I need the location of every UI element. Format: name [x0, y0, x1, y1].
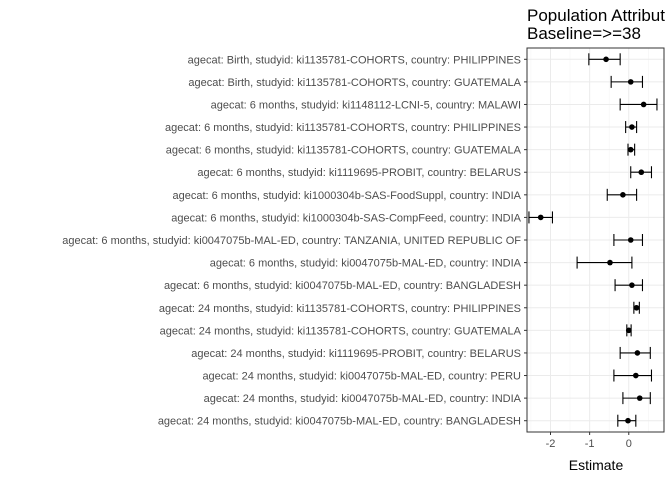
- row-label: agecat: 6 months, studyid: ki1000304b-SA…: [171, 212, 521, 224]
- row-label: agecat: 6 months, studyid: ki0047075b-MA…: [210, 258, 522, 270]
- row-label: agecat: 24 months, studyid: ki0047075b-M…: [202, 371, 521, 383]
- row-label: agecat: 6 months, studyid: ki0047075b-MA…: [164, 280, 521, 292]
- x-axis-title: Estimate: [569, 457, 624, 473]
- estimate-row: [617, 414, 637, 427]
- row-label: agecat: 24 months, studyid: ki0047075b-M…: [158, 416, 521, 428]
- estimate-row: [622, 392, 651, 405]
- estimate-point: [627, 237, 634, 243]
- estimate-point: [629, 282, 635, 288]
- row-label: agecat: Birth, studyid: ki1135781-COHORT…: [188, 54, 521, 66]
- estimate-point: [629, 124, 635, 130]
- estimate-point: [625, 327, 632, 334]
- x-tick-label: -1: [585, 438, 595, 450]
- row-label: agecat: 24 months, studyid: ki1119695-PR…: [191, 348, 521, 360]
- estimate-point: [638, 169, 645, 176]
- row-label: agecat: 6 months, studyid: ki0047075b-MA…: [62, 235, 521, 247]
- row-label: agecat: 6 months, studyid: ki1000304b-SA…: [172, 190, 521, 202]
- estimate-row: [576, 256, 633, 269]
- x-tick-label: -2: [546, 438, 556, 450]
- estimate-point: [625, 417, 631, 424]
- estimate-row: [614, 279, 644, 292]
- estimate-point: [627, 146, 634, 153]
- estimate-point: [633, 304, 640, 311]
- estimate-point: [537, 214, 544, 221]
- chart-title-line-2: Baseline=>=38: [527, 24, 641, 43]
- row-label: agecat: 24 months, studyid: ki0047075b-M…: [204, 393, 522, 405]
- estimate-point: [607, 259, 613, 266]
- estimate-row: [625, 324, 632, 337]
- row-label: agecat: 6 months, studyid: ki1135781-COH…: [166, 145, 522, 157]
- row-label: agecat: 6 months, studyid: ki1148112-LCN…: [211, 99, 521, 111]
- estimate-row: [619, 98, 658, 111]
- estimate-row: [613, 369, 653, 382]
- estimate-row: [625, 121, 638, 134]
- estimate-row: [630, 166, 653, 179]
- estimate-point: [603, 56, 609, 63]
- estimate-point: [620, 192, 626, 198]
- estimate-point: [627, 79, 634, 85]
- estimate-row: [528, 211, 553, 224]
- row-label: agecat: 6 months, studyid: ki1119695-PRO…: [197, 167, 521, 179]
- x-axis-ticks: -2 -1 0: [546, 432, 632, 450]
- estimate-point: [636, 395, 643, 401]
- estimate-row: [606, 188, 638, 201]
- estimate-row: [610, 75, 644, 88]
- estimate-row: [627, 143, 636, 156]
- estimate-point: [640, 101, 647, 108]
- row-label: agecat: 24 months, studyid: ki1135781-CO…: [159, 303, 521, 315]
- row-label: agecat: 6 months, studyid: ki1135781-COH…: [165, 122, 521, 134]
- estimate-point: [633, 372, 639, 379]
- estimate-row: [619, 346, 651, 359]
- row-labels: agecat: Birth, studyid: ki1135781-COHORT…: [62, 54, 527, 428]
- plot-panel: [526, 47, 665, 433]
- estimate-row: [613, 234, 644, 246]
- row-label: agecat: Birth, studyid: ki1135781-COHORT…: [188, 77, 521, 89]
- row-label: agecat: 24 months, studyid: ki1135781-CO…: [160, 325, 522, 337]
- estimate-row: [588, 53, 621, 66]
- x-tick-label: 0: [626, 438, 632, 450]
- estimate-point: [634, 350, 641, 356]
- estimate-row: [633, 301, 640, 314]
- chart-title-line-1: Population Attribut: [527, 6, 665, 25]
